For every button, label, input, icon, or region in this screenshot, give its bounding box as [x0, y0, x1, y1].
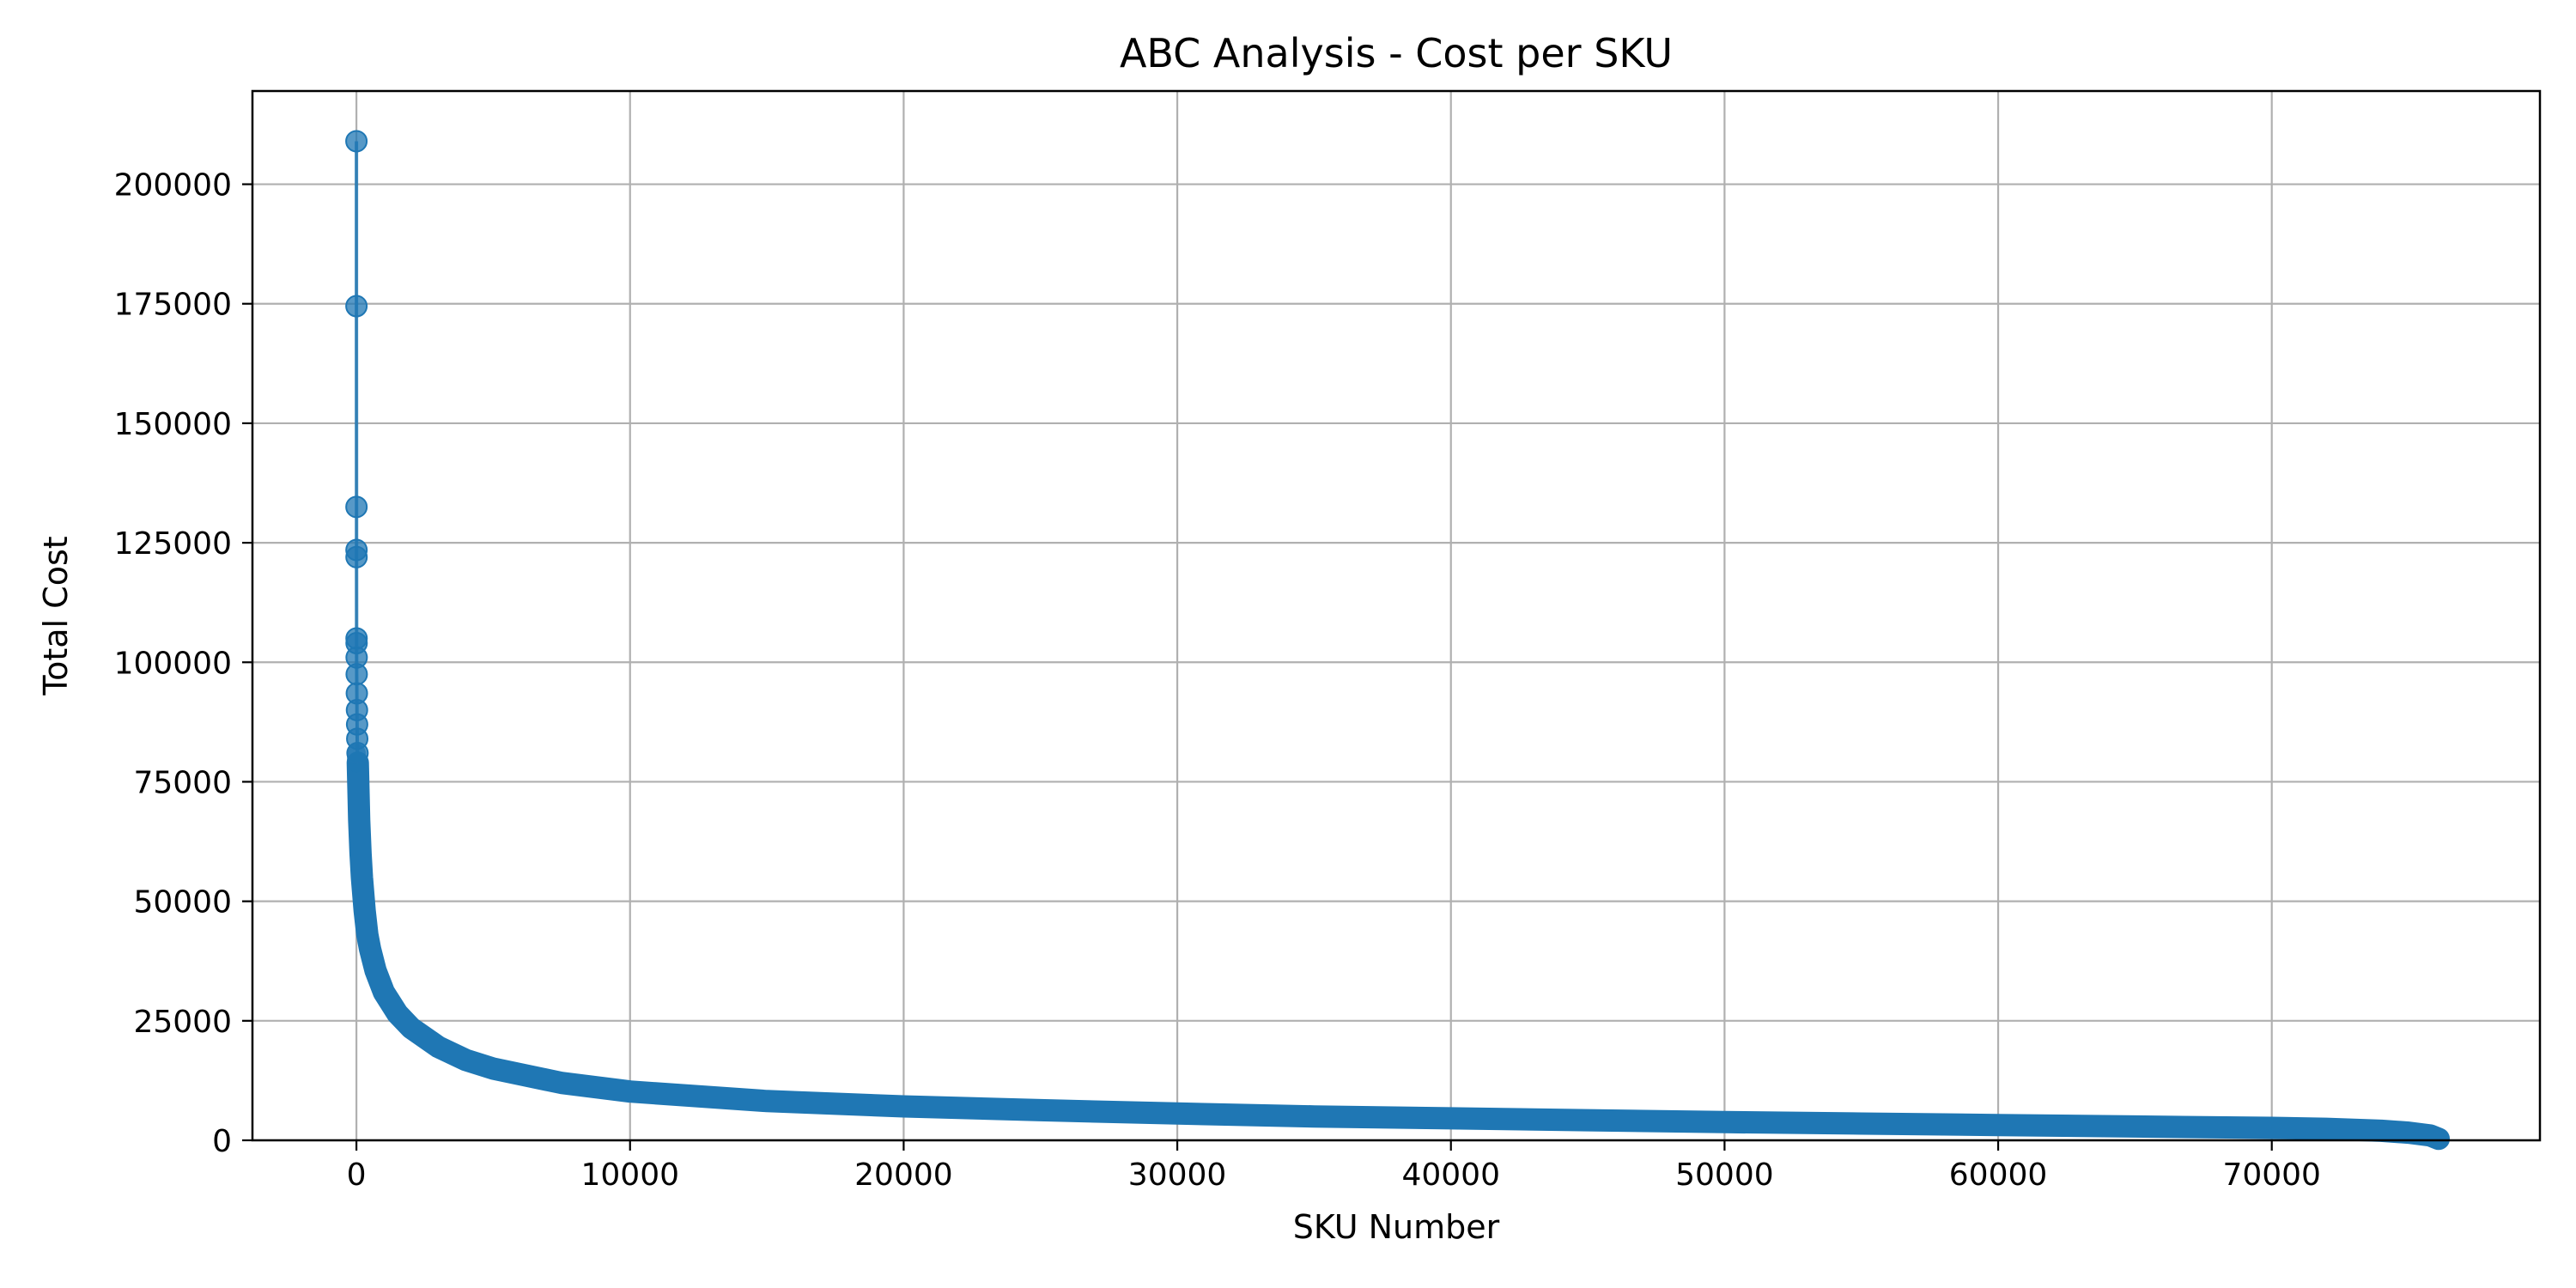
data-point-marker	[345, 130, 368, 153]
y-tick-label: 75000	[133, 765, 232, 800]
data-point-marker	[345, 295, 368, 318]
y-tick-label: 100000	[114, 646, 232, 681]
y-tick-label: 25000	[133, 1005, 232, 1040]
y-tick-label: 0	[212, 1124, 232, 1159]
y-tick-label: 200000	[114, 168, 232, 204]
grid	[252, 91, 2540, 1142]
x-tick-label: 20000	[854, 1157, 953, 1193]
y-tick-label: 175000	[114, 288, 232, 323]
plot-data	[345, 130, 2451, 1151]
series-marker-band	[346, 751, 2451, 1151]
x-axis-label: SKU Number	[1293, 1208, 1500, 1246]
axis-ticks: 0 10000 20000 30000 40000 50000 60000 70000 0 250…	[114, 168, 2321, 1193]
data-point-marker	[345, 663, 368, 686]
data-point-marker	[345, 545, 368, 568]
y-tick-label: 150000	[114, 407, 232, 442]
chart-title: ABC Analysis - Cost per SKU	[1120, 30, 1673, 76]
x-tick-label: 60000	[1949, 1157, 2048, 1193]
axes-frame	[251, 89, 2542, 1142]
x-tick-label: 40000	[1401, 1157, 1500, 1193]
data-point-marker	[345, 495, 368, 519]
x-tick-label: 50000	[1675, 1157, 1774, 1193]
x-tick-label: 30000	[1128, 1157, 1227, 1193]
data-point-marker	[346, 742, 369, 765]
x-tick-label: 10000	[580, 1157, 679, 1193]
x-tick-label: 70000	[2222, 1157, 2321, 1193]
y-tick-label: 50000	[133, 885, 232, 920]
x-tick-label: 0	[347, 1157, 367, 1193]
y-tick-label: 125000	[114, 526, 232, 562]
y-axis-label: Total Cost	[37, 536, 75, 696]
